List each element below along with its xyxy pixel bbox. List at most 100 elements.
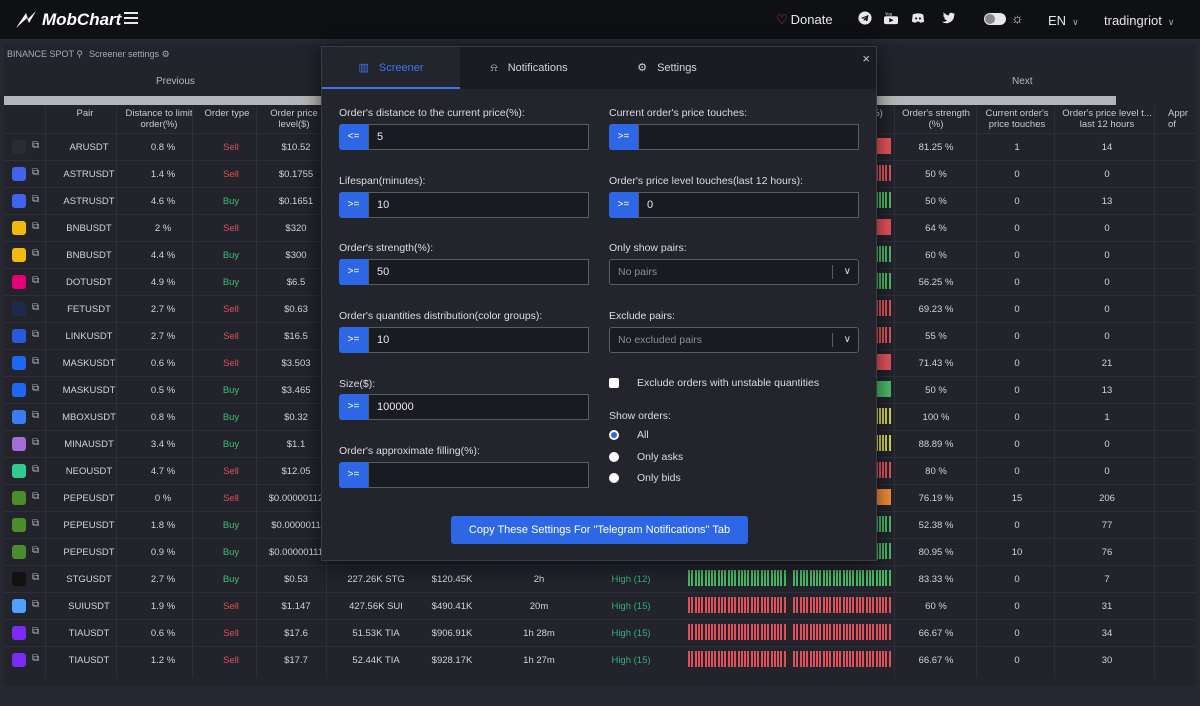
strength-bar <box>885 435 888 451</box>
header-level-touches[interactable]: Order's price level t... last 12 hours <box>1062 108 1152 130</box>
external-link-icon[interactable]: ⧉ <box>32 356 40 367</box>
tab-notifications[interactable]: ⍾ Notifications <box>460 47 598 89</box>
telegram-icon[interactable] <box>858 11 874 27</box>
theme-toggle[interactable] <box>984 13 1006 25</box>
exclude-pairs-select[interactable]: No excluded pairs ∨ <box>609 327 859 353</box>
external-link-icon[interactable]: ⧉ <box>32 599 40 610</box>
strength-bar <box>888 327 891 343</box>
external-link-icon[interactable]: ⧉ <box>32 491 40 502</box>
logo[interactable]: MobChart <box>16 10 121 30</box>
external-link-icon[interactable]: ⧉ <box>32 221 40 232</box>
distribution-bar <box>737 624 740 640</box>
strength-bar <box>822 597 825 613</box>
external-link-icon[interactable]: ⧉ <box>32 545 40 556</box>
operator-button[interactable]: >= <box>339 327 368 353</box>
exchange-selector[interactable]: BINANCE SPOT ⚲ <box>7 49 83 60</box>
exclude-unstable-checkbox[interactable] <box>609 378 619 388</box>
table-row[interactable]: ⧉ SUIUSDT 1.9 % Sell $1.147 427.56K SUI $490.4… <box>4 592 1196 619</box>
current-touches-input[interactable] <box>638 124 859 150</box>
distribution-input[interactable]: 10 <box>368 327 589 353</box>
radio-only-asks[interactable] <box>609 452 619 462</box>
donate-link[interactable]: ♡ Donate <box>776 12 833 28</box>
screener-settings-link[interactable]: Screener settings ⚙ <box>89 49 170 60</box>
distance-input[interactable]: 5 <box>368 124 589 150</box>
pair-cell: MINAUSDT <box>64 439 114 450</box>
header-pair[interactable]: Pair <box>76 108 94 119</box>
distribution-bar <box>740 570 743 586</box>
only-show-pairs-select[interactable]: No pairs ∨ <box>609 259 859 285</box>
distribution-bar <box>721 597 723 613</box>
external-link-icon[interactable]: ⧉ <box>32 140 40 151</box>
twitter-icon[interactable] <box>941 11 957 27</box>
next-button[interactable]: Next <box>1012 76 1033 87</box>
strength-bar <box>796 597 799 613</box>
discord-icon[interactable] <box>911 11 927 27</box>
horizontal-scrollbar[interactable] <box>876 96 1116 105</box>
level-touches-input[interactable]: 0 <box>638 192 859 218</box>
strength-cell: 66.67 % <box>918 655 954 666</box>
external-link-icon[interactable]: ⧉ <box>32 194 40 205</box>
operator-button[interactable]: >= <box>339 462 368 488</box>
external-link-icon[interactable]: ⧉ <box>32 437 40 448</box>
close-icon[interactable]: × <box>862 51 870 66</box>
size-input[interactable]: 100000 <box>368 394 589 420</box>
external-link-icon[interactable]: ⧉ <box>32 518 40 529</box>
header-approx[interactable]: Appr of <box>1168 108 1189 130</box>
header-order-price[interactable]: Order price level($) <box>270 108 318 130</box>
operator-button[interactable]: >= <box>339 259 368 285</box>
operator-button[interactable]: >= <box>339 394 368 420</box>
external-link-icon[interactable]: ⧉ <box>32 329 40 340</box>
strength-bar <box>799 624 802 640</box>
strength-cell: 80 % <box>925 466 947 477</box>
horizontal-scrollbar[interactable] <box>4 96 324 105</box>
operator-button[interactable]: >= <box>609 192 638 218</box>
operator-button[interactable]: >= <box>339 192 368 218</box>
radio-all[interactable] <box>609 430 619 440</box>
header-current-touches[interactable]: Current order's price touches <box>985 108 1049 130</box>
strength-bar <box>868 570 871 586</box>
header-distance[interactable]: Distance to limit order(%) <box>125 108 193 130</box>
header-order-type[interactable]: Order type <box>204 108 250 119</box>
external-link-icon[interactable]: ⧉ <box>32 248 40 259</box>
tab-settings[interactable]: ⚙ Settings <box>598 47 736 89</box>
table-row[interactable]: ⧉ TIAUSDT 0.6 % Sell $17.6 51.53K TIA $906.91K… <box>4 619 1196 646</box>
order-type-cell: Sell <box>223 169 239 180</box>
language-select[interactable]: EN ∨ <box>1048 13 1079 28</box>
strength-cell: 55 % <box>925 331 947 342</box>
chevron-down-icon[interactable]: ∨ <box>843 266 851 277</box>
user-menu[interactable]: tradingriot ∨ <box>1104 13 1174 28</box>
order-type-cell: Buy <box>222 574 240 585</box>
copy-settings-button[interactable]: Copy These Settings For "Telegram Notifi… <box>451 516 748 544</box>
level-touches-cell: 7 <box>1104 574 1110 585</box>
external-link-icon[interactable]: ⧉ <box>32 167 40 178</box>
strength-bar <box>802 597 805 613</box>
tab-label: Screener <box>378 62 424 74</box>
external-link-icon[interactable]: ⧉ <box>32 275 40 286</box>
external-link-icon[interactable]: ⧉ <box>32 626 40 637</box>
external-link-icon[interactable]: ⧉ <box>32 653 40 664</box>
quantity-cell: 51.53K TIA <box>352 628 400 639</box>
header-strength[interactable]: Order's strength (%) <box>902 108 970 130</box>
external-link-icon[interactable]: ⧉ <box>32 572 40 583</box>
radio-only-bids[interactable] <box>609 473 619 483</box>
external-link-icon[interactable]: ⧉ <box>32 410 40 421</box>
external-link-icon[interactable]: ⧉ <box>32 383 40 394</box>
operator-button[interactable]: >= <box>609 124 638 150</box>
distribution-bar <box>757 651 760 667</box>
strength-bar <box>885 165 888 181</box>
header-partial: %) <box>871 108 883 119</box>
menu-icon[interactable] <box>124 12 138 26</box>
tab-screener[interactable]: ▥ Screener <box>322 47 460 89</box>
filling-input[interactable] <box>368 462 589 488</box>
strength-input[interactable]: 50 <box>368 259 589 285</box>
previous-button[interactable]: Previous <box>156 76 195 87</box>
youtube-icon[interactable]: You <box>884 11 900 27</box>
external-link-icon[interactable]: ⧉ <box>32 464 40 475</box>
operator-button[interactable]: <= <box>339 124 368 150</box>
order-type-cell: Sell <box>223 493 239 504</box>
table-row[interactable]: ⧉ STGUSDT 2.7 % Buy $0.53 227.26K STG $120.45K… <box>4 565 1196 592</box>
external-link-icon[interactable]: ⧉ <box>32 302 40 313</box>
chevron-down-icon[interactable]: ∨ <box>843 334 851 345</box>
lifespan-input[interactable]: 10 <box>368 192 589 218</box>
table-row[interactable]: ⧉ TIAUSDT 1.2 % Sell $17.7 52.44K TIA $928.17K… <box>4 646 1196 673</box>
